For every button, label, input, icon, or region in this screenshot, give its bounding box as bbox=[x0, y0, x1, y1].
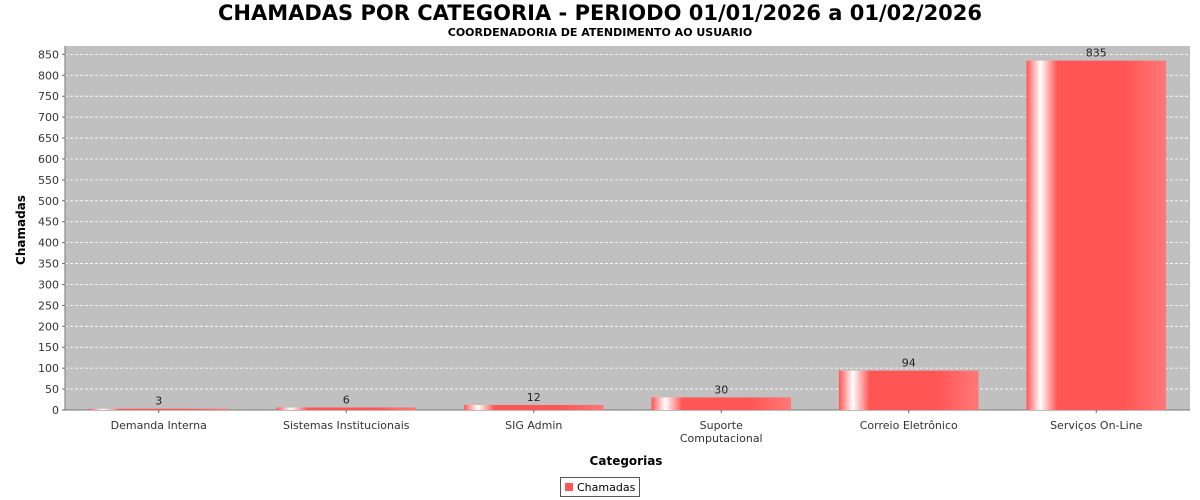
y-tick-label: 750 bbox=[38, 90, 59, 103]
y-tick-label: 350 bbox=[38, 258, 59, 271]
data-label: 94 bbox=[902, 357, 916, 370]
y-tick-label: 700 bbox=[38, 111, 59, 124]
y-tick-label: 850 bbox=[38, 48, 59, 61]
y-tick-label: 500 bbox=[38, 195, 59, 208]
y-tick-label: 300 bbox=[38, 278, 59, 291]
y-tick-label: 150 bbox=[38, 341, 59, 354]
bar bbox=[838, 370, 979, 410]
y-tick-label: 600 bbox=[38, 153, 59, 166]
x-tick-label: Suporte bbox=[700, 419, 744, 432]
x-axis-label: Categorias bbox=[589, 454, 663, 468]
y-tick-label: 250 bbox=[38, 299, 59, 312]
bar bbox=[1026, 60, 1167, 410]
chart-subtitle: COORDENADORIA DE ATENDIMENTO AO USUARIO bbox=[447, 26, 753, 39]
chart-title: CHAMADAS POR CATEGORIA - PERIODO 01/01/2… bbox=[217, 1, 983, 25]
x-tick-label: Serviços On-Line bbox=[1050, 419, 1143, 432]
x-tick-label: SIG Admin bbox=[505, 419, 562, 432]
y-tick-label: 200 bbox=[38, 320, 59, 333]
y-tick-label: 100 bbox=[38, 362, 59, 375]
bar bbox=[463, 404, 604, 410]
plot-area bbox=[65, 46, 1190, 410]
bar bbox=[651, 397, 792, 410]
x-tick-label: Demanda Interna bbox=[111, 419, 207, 432]
data-label: 835 bbox=[1086, 47, 1107, 60]
x-tick-label: Computacional bbox=[680, 432, 763, 445]
bar bbox=[276, 407, 417, 410]
data-label: 6 bbox=[343, 393, 350, 406]
x-tick-label: Sistemas Institucionais bbox=[283, 419, 410, 432]
legend-label: Chamadas bbox=[577, 480, 636, 494]
y-tick-label: 400 bbox=[38, 237, 59, 250]
data-label: 3 bbox=[155, 395, 162, 408]
legend-swatch bbox=[565, 483, 573, 491]
y-tick-label: 550 bbox=[38, 174, 59, 187]
bar bbox=[88, 408, 229, 410]
y-tick-label: 50 bbox=[45, 383, 59, 396]
legend: Chamadas bbox=[560, 477, 641, 497]
y-tick-label: 450 bbox=[38, 216, 59, 229]
x-tick-label: Correio Eletrônico bbox=[860, 419, 958, 432]
y-tick-label: 800 bbox=[38, 69, 59, 82]
y-tick-label: 650 bbox=[38, 132, 59, 145]
data-label: 12 bbox=[527, 391, 541, 404]
y-tick-label: 0 bbox=[52, 404, 59, 417]
data-label: 30 bbox=[714, 383, 728, 396]
